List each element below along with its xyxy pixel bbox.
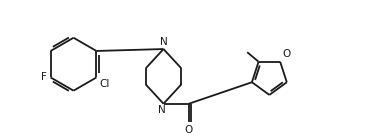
Text: Cl: Cl bbox=[99, 79, 109, 89]
Text: F: F bbox=[41, 72, 46, 82]
Text: O: O bbox=[185, 125, 193, 135]
Text: N: N bbox=[159, 37, 168, 47]
Text: N: N bbox=[158, 105, 166, 115]
Text: O: O bbox=[283, 49, 291, 59]
